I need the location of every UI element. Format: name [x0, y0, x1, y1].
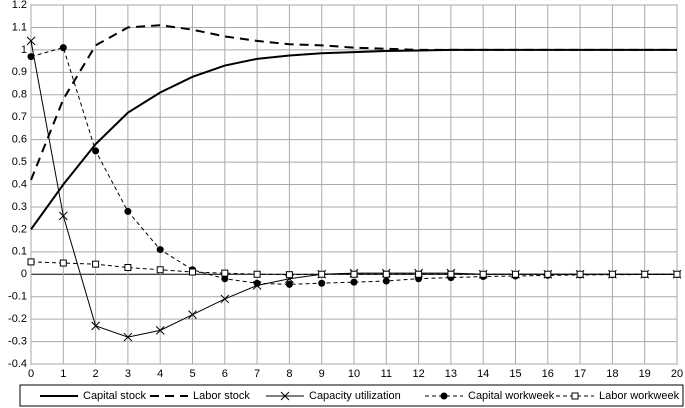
marker-square [608, 270, 616, 278]
x-tick-label: 3 [125, 368, 131, 380]
legend-label: Capital stock [83, 390, 146, 402]
marker-square [544, 270, 552, 278]
series-line [30, 47, 677, 285]
marker-square [447, 270, 455, 278]
marker-x [155, 325, 165, 335]
marker-circle [285, 280, 293, 288]
y-tick-label: 0.6 [12, 134, 27, 146]
marker-square [318, 270, 326, 278]
marker-square [571, 392, 579, 400]
marker-circle [156, 246, 164, 254]
x-tick-label: 17 [574, 368, 586, 380]
legend-box [19, 384, 684, 407]
y-tick-label: -0.4 [8, 358, 27, 370]
y-tick-label: 0 [21, 268, 27, 280]
series-line [30, 48, 677, 230]
marker-circle [318, 279, 326, 287]
marker-square [124, 264, 132, 272]
marker-square [189, 268, 196, 276]
marker-square [576, 270, 584, 278]
marker-square [382, 270, 390, 278]
y-tick-label: -0.2 [8, 313, 27, 325]
x-tick-label: 13 [445, 368, 457, 380]
marker-square [479, 270, 487, 278]
marker-x [220, 294, 230, 304]
x-tick-label: 16 [542, 368, 554, 380]
legend-label: Labor stock [193, 390, 250, 402]
x-tick-label: 11 [381, 368, 392, 380]
y-tick-label: 0.3 [12, 201, 27, 213]
marker-square [512, 270, 519, 278]
x-tick-label: 7 [254, 368, 260, 380]
marker-square [156, 266, 164, 274]
marker-x [26, 36, 36, 46]
marker-circle [92, 147, 100, 155]
x-tick-label: 9 [319, 368, 325, 380]
marker-square [641, 270, 649, 278]
x-tick-label: 19 [639, 368, 651, 380]
marker-circle [350, 278, 358, 286]
y-tick-label: 1.2 [12, 0, 27, 11]
y-tick-label: 1 [21, 44, 27, 56]
y-tick-label: 0.2 [12, 223, 27, 235]
marker-square [285, 271, 293, 279]
x-tick-label: 18 [606, 368, 618, 380]
y-tick-label: -0.3 [8, 335, 27, 347]
y-tick-label: 0.8 [12, 89, 27, 101]
x-tick-label: 20 [671, 368, 683, 380]
x-tick-label: 12 [412, 368, 424, 380]
y-tick-label: 0.1 [12, 246, 27, 258]
x-tick-label: 4 [157, 368, 163, 380]
marker-circle [253, 279, 261, 287]
marker-circle [27, 53, 35, 61]
marker-square [27, 258, 35, 266]
y-tick-label: 0.7 [12, 111, 27, 123]
marker-x [58, 211, 68, 221]
marker-square [253, 270, 261, 278]
marker-circle [382, 277, 390, 285]
marker-circle [440, 392, 448, 400]
x-tick-label: 6 [222, 368, 228, 380]
marker-x [91, 321, 100, 331]
x-tick-label: 2 [93, 368, 99, 380]
marker-x [188, 310, 197, 319]
legend-label: Capacity utilization [309, 390, 401, 402]
x-tick-label: 15 [509, 368, 521, 380]
x-tick-label: 8 [286, 368, 292, 380]
marker-x [280, 391, 290, 401]
x-tick-label: 10 [348, 368, 360, 380]
y-tick-label: 0.5 [12, 156, 27, 168]
y-tick-label: -0.1 [8, 291, 27, 303]
x-tick-label: 5 [189, 368, 195, 380]
x-tick-label: 14 [477, 368, 489, 380]
marker-square [92, 260, 100, 268]
y-tick-label: 1.1 [12, 21, 27, 33]
marker-x [123, 332, 133, 342]
x-tick-label: 0 [28, 368, 34, 380]
marker-circle [59, 44, 67, 52]
marker-square [350, 270, 358, 278]
marker-square [673, 270, 681, 278]
marker-square [221, 269, 229, 277]
marker-circle [124, 207, 132, 215]
marker-square [59, 259, 67, 267]
y-tick-label: 0.4 [12, 178, 27, 190]
y-tick-label: 0.9 [12, 66, 27, 78]
series-line [30, 24, 677, 181]
x-tick-label: 1 [60, 368, 66, 380]
legend-label: Capital workweek [468, 390, 555, 402]
marker-circle [221, 275, 229, 283]
marker-square [415, 270, 423, 278]
legend-label: Labor workweek [599, 390, 680, 402]
